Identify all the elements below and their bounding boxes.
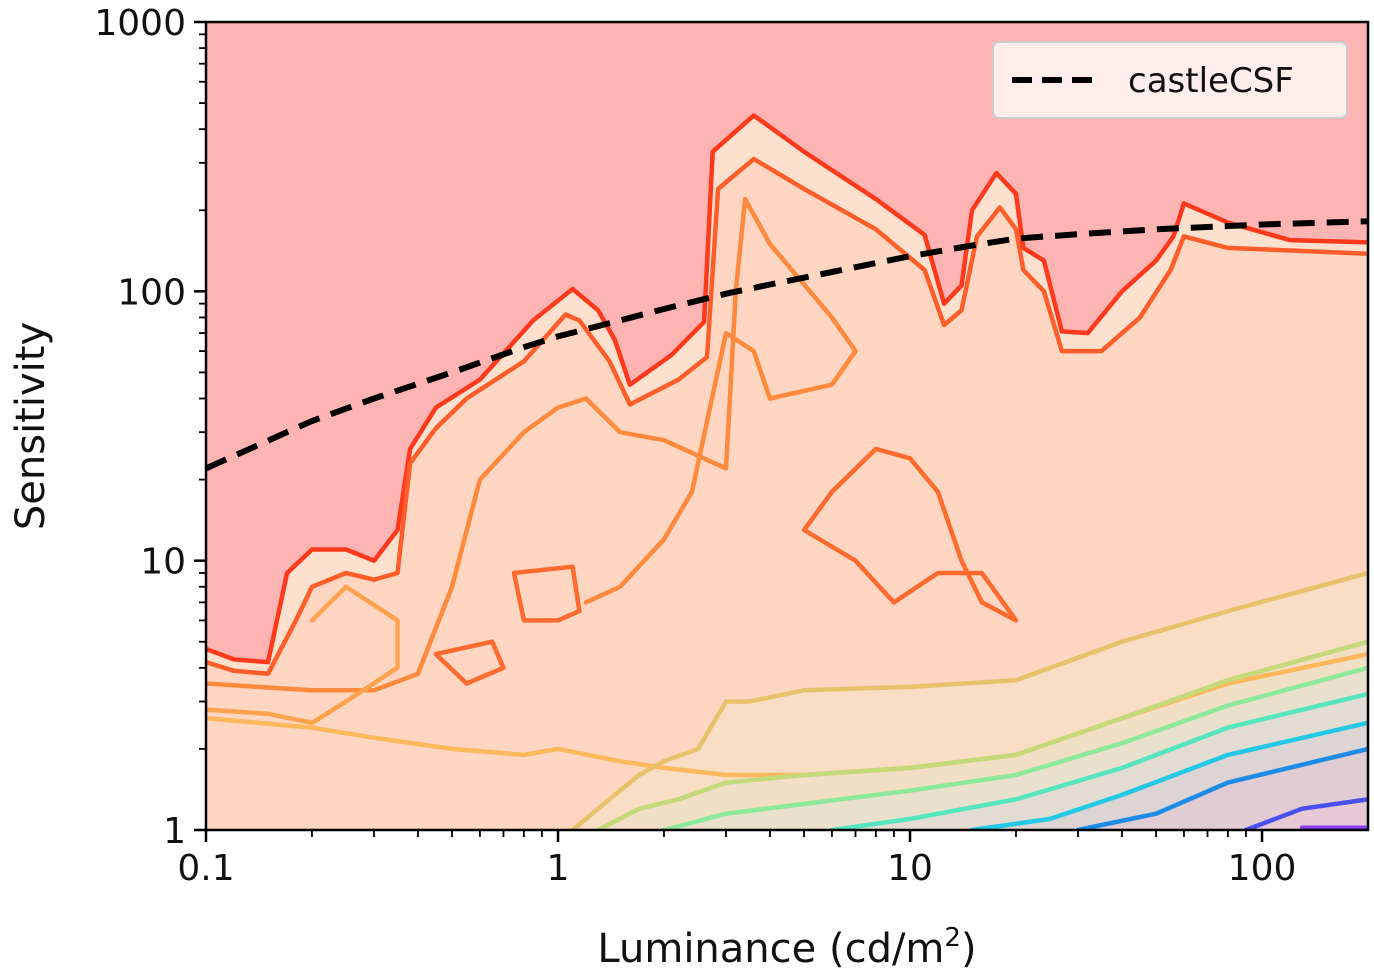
contour-line-1 — [206, 113, 1368, 665]
x-tick-label: 1 — [547, 848, 570, 889]
contour-line-14 — [1075, 746, 1368, 830]
x-axis-title: Luminance (cd/m2) — [597, 923, 976, 972]
x-axis-title-suffix: ) — [961, 926, 977, 972]
y-axis-ticks: 1 10 100 1000 — [94, 3, 206, 852]
contour-line-2 — [206, 156, 1368, 677]
contour-line-7 — [206, 584, 400, 726]
contour-line-5 — [511, 564, 582, 623]
fill-band-top — [206, 22, 1368, 663]
contour-line-12 — [829, 691, 1368, 830]
contour-lines — [206, 113, 1368, 830]
series-line-castlecsf — [206, 218, 1368, 472]
contour-fill-bands — [206, 22, 1368, 830]
y-tick-label: 1000 — [94, 3, 186, 44]
x-axis-title-superscript: 2 — [944, 923, 961, 953]
x-tick-label: 10 — [887, 848, 933, 889]
contour-line-10 — [595, 639, 1368, 830]
contour-line-9 — [570, 570, 1368, 830]
legend-box — [992, 41, 1348, 119]
axes-frame — [204, 20, 1370, 832]
plot-area — [206, 22, 1368, 830]
x-tick-label: 100 — [1228, 848, 1297, 889]
contour-line-11 — [661, 665, 1368, 830]
legend-castlecsf-label: castleCSF — [1128, 61, 1294, 101]
y-tick-label: 10 — [140, 542, 186, 583]
legend: castleCSF — [992, 41, 1348, 119]
contour-line-15 — [1243, 797, 1368, 830]
x-axis-ticks: 0.1 1 10 100 — [177, 830, 1296, 889]
y-tick-label: 1 — [163, 811, 186, 852]
y-tick-label: 100 — [117, 272, 186, 313]
contour-line-6 — [433, 639, 506, 686]
x-axis-title-main: Luminance (cd/m — [597, 926, 944, 972]
contour-line-4 — [801, 446, 1019, 623]
x-tick-label: 0.1 — [177, 848, 234, 889]
contour-line-13 — [969, 720, 1368, 830]
fill-band-mid — [206, 159, 1368, 830]
series-lines — [206, 218, 1368, 472]
y-axis-title: Sensitivity — [8, 322, 54, 530]
